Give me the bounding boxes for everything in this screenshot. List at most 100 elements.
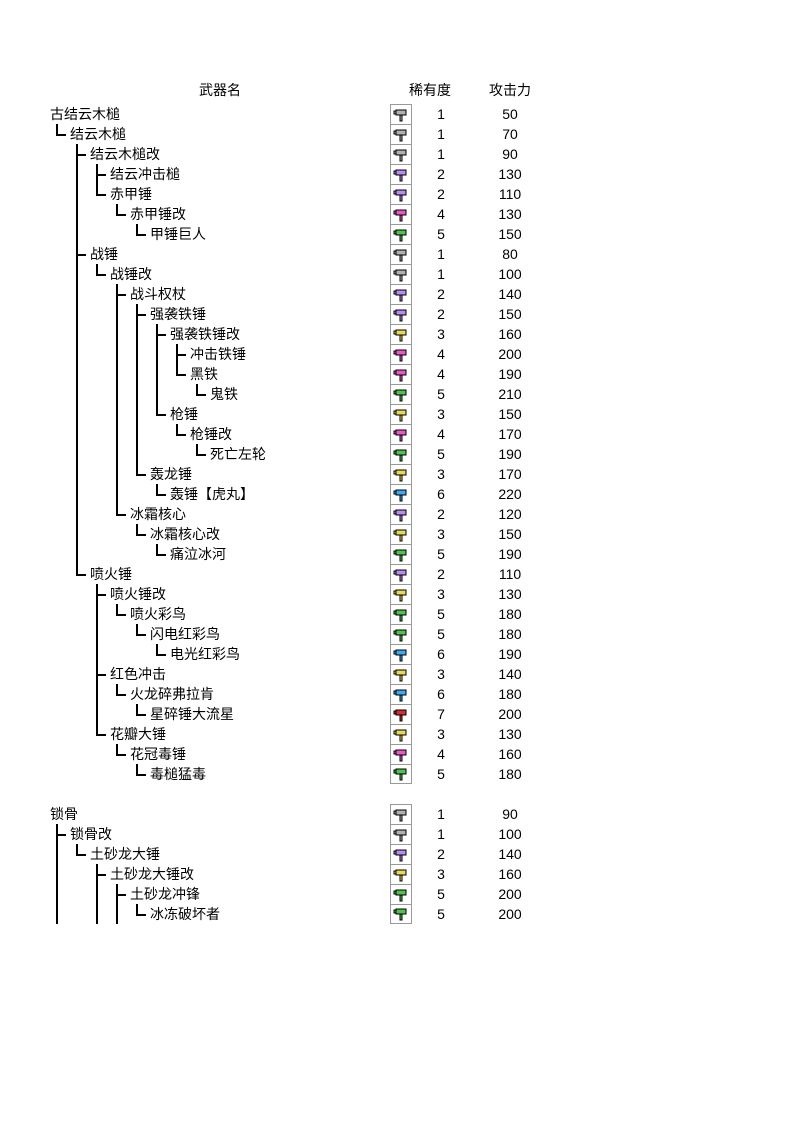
rarity-icon	[390, 864, 412, 884]
weapon-row[interactable]: 结云木槌改 190	[50, 144, 743, 164]
weapon-name: 冲击铁锤	[190, 344, 246, 364]
weapon-name: 冰冻破坏者	[150, 904, 220, 924]
weapon-row[interactable]: 强袭铁锤 2150	[50, 304, 743, 324]
weapon-row[interactable]: 冰霜核心改 3150	[50, 524, 743, 544]
weapon-name-cell: 花冠毒锤	[50, 744, 390, 764]
weapon-row[interactable]: 战斗权杖 2140	[50, 284, 743, 304]
weapon-row[interactable]: 赤甲锤改 4130	[50, 204, 743, 224]
weapon-name-cell: 战斗权杖	[50, 284, 390, 304]
weapon-row[interactable]: 结云冲击槌 2130	[50, 164, 743, 184]
weapon-row[interactable]: 古结云木槌 150	[50, 104, 743, 124]
attack-value: 90	[470, 804, 550, 824]
weapon-row[interactable]: 死亡左轮 5190	[50, 444, 743, 464]
weapon-name-cell: 冲击铁锤	[50, 344, 390, 364]
weapon-row[interactable]: 轰龙锤 3170	[50, 464, 743, 484]
weapon-row[interactable]: 冲击铁锤 4200	[50, 344, 743, 364]
header-attack: 攻击力	[470, 80, 550, 100]
weapon-name-cell: 土砂龙大锤	[50, 844, 390, 864]
weapon-row[interactable]: 鬼铁 5210	[50, 384, 743, 404]
weapon-name: 战斗权杖	[130, 284, 186, 304]
weapon-name-cell: 轰锤【虎丸】	[50, 484, 390, 504]
weapon-row[interactable]: 喷火锤 2110	[50, 564, 743, 584]
weapon-row[interactable]: 花瓣大锤 3130	[50, 724, 743, 744]
rarity-value: 1	[412, 124, 470, 144]
attack-value: 180	[470, 764, 550, 784]
rarity-icon	[390, 824, 412, 844]
weapon-name: 死亡左轮	[210, 444, 266, 464]
weapon-row[interactable]: 毒槌猛毒 5180	[50, 764, 743, 784]
weapon-name: 痛泣冰河	[170, 544, 226, 564]
weapon-row[interactable]: 痛泣冰河 5190	[50, 544, 743, 564]
weapon-row[interactable]: 锁骨改 1100	[50, 824, 743, 844]
weapon-name-cell: 土砂龙大锤改	[50, 864, 390, 884]
weapon-row[interactable]: 战锤改 1100	[50, 264, 743, 284]
weapon-name: 赤甲锤改	[130, 204, 186, 224]
weapon-row[interactable]: 火龙碎弗拉肯 6180	[50, 684, 743, 704]
rarity-icon	[390, 664, 412, 684]
weapon-name: 枪锤	[170, 404, 198, 424]
weapon-row[interactable]: 强袭铁锤改 3160	[50, 324, 743, 344]
attack-value: 130	[470, 584, 550, 604]
attack-value: 200	[470, 344, 550, 364]
weapon-name: 结云木槌改	[90, 144, 160, 164]
rarity-icon	[390, 404, 412, 424]
weapon-name-cell: 冰霜核心	[50, 504, 390, 524]
weapon-name-cell: 花瓣大锤	[50, 724, 390, 744]
weapon-row[interactable]: 枪锤改 4170	[50, 424, 743, 444]
weapon-row[interactable]: 电光红彩鸟 6190	[50, 644, 743, 664]
weapon-row[interactable]: 战锤 180	[50, 244, 743, 264]
rarity-value: 1	[412, 244, 470, 264]
weapon-name-cell: 锁骨改	[50, 824, 390, 844]
weapon-name-cell: 冰冻破坏者	[50, 904, 390, 924]
weapon-row[interactable]: 土砂龙大锤改 3160	[50, 864, 743, 884]
rarity-value: 1	[412, 104, 470, 124]
weapon-row[interactable]: 喷火彩鸟 5180	[50, 604, 743, 624]
weapon-row[interactable]: 枪锤 3150	[50, 404, 743, 424]
weapon-name: 结云冲击槌	[110, 164, 180, 184]
weapon-row[interactable]: 黑铁 4190	[50, 364, 743, 384]
attack-value: 180	[470, 684, 550, 704]
weapon-row[interactable]: 星碎锤大流星 7200	[50, 704, 743, 724]
weapon-row[interactable]: 冰霜核心 2120	[50, 504, 743, 524]
weapon-row[interactable]: 赤甲锤 2110	[50, 184, 743, 204]
weapon-name: 枪锤改	[190, 424, 232, 444]
weapon-row[interactable]: 锁骨 190	[50, 804, 743, 824]
rarity-value: 6	[412, 644, 470, 664]
rarity-icon	[390, 624, 412, 644]
weapon-name: 锁骨改	[70, 824, 112, 844]
rarity-icon	[390, 204, 412, 224]
attack-value: 90	[470, 144, 550, 164]
weapon-row[interactable]: 红色冲击 3140	[50, 664, 743, 684]
rarity-icon	[390, 584, 412, 604]
weapon-row[interactable]: 花冠毒锤 4160	[50, 744, 743, 764]
weapon-name-cell: 强袭铁锤	[50, 304, 390, 324]
attack-value: 160	[470, 864, 550, 884]
weapon-row[interactable]: 冰冻破坏者 5200	[50, 904, 743, 924]
rarity-icon	[390, 844, 412, 864]
weapon-row[interactable]: 土砂龙冲锋 5200	[50, 884, 743, 904]
weapon-name-cell: 星碎锤大流星	[50, 704, 390, 724]
rarity-icon	[390, 884, 412, 904]
attack-value: 140	[470, 844, 550, 864]
weapon-name-cell: 战锤	[50, 244, 390, 264]
weapon-row[interactable]: 喷火锤改 3130	[50, 584, 743, 604]
attack-value: 150	[470, 524, 550, 544]
weapon-name: 战锤	[90, 244, 118, 264]
rarity-icon	[390, 144, 412, 164]
weapon-row[interactable]: 甲锤巨人 5150	[50, 224, 743, 244]
weapon-row[interactable]: 结云木槌 170	[50, 124, 743, 144]
weapon-name: 轰龙锤	[150, 464, 192, 484]
rarity-icon	[390, 304, 412, 324]
weapon-tree-table: 古结云木槌 150结云木槌 170结云木槌改 190结云冲击槌 2130赤甲锤 …	[50, 104, 743, 924]
rarity-icon	[390, 704, 412, 724]
weapon-name-cell: 冰霜核心改	[50, 524, 390, 544]
rarity-icon	[390, 444, 412, 464]
weapon-row[interactable]: 土砂龙大锤 2140	[50, 844, 743, 864]
weapon-name-cell: 喷火锤	[50, 564, 390, 584]
weapon-name: 锁骨	[50, 804, 78, 824]
weapon-row[interactable]: 轰锤【虎丸】 6220	[50, 484, 743, 504]
weapon-name-cell: 枪锤	[50, 404, 390, 424]
attack-value: 110	[470, 564, 550, 584]
weapon-name-cell: 闪电红彩鸟	[50, 624, 390, 644]
weapon-row[interactable]: 闪电红彩鸟 5180	[50, 624, 743, 644]
